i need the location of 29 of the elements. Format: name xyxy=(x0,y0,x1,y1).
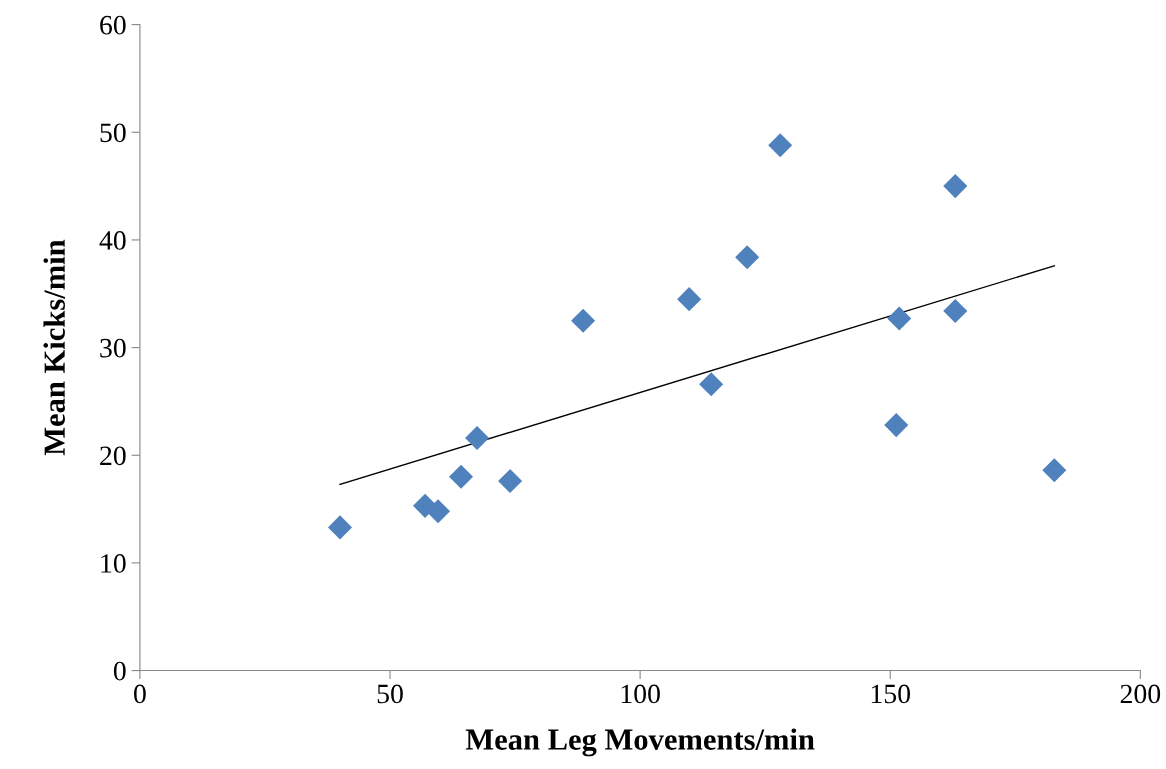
x-tick-label: 50 xyxy=(377,684,403,704)
y-tick-label: 40 xyxy=(99,231,126,250)
point xyxy=(943,298,968,324)
x-tick-label: 0 xyxy=(134,684,146,704)
point xyxy=(498,469,523,494)
point xyxy=(449,464,474,489)
point xyxy=(677,287,702,312)
point xyxy=(735,245,760,270)
point xyxy=(571,308,596,333)
point xyxy=(768,133,793,158)
y-tick-label: 50 xyxy=(100,123,126,143)
point xyxy=(887,306,912,331)
x-tick-label: 200 xyxy=(1120,684,1161,704)
y-tick-label: 10 xyxy=(101,554,126,573)
x-tick-label: 100 xyxy=(621,684,660,704)
x-axis-title: Mean Leg Movements/min xyxy=(465,728,815,757)
point xyxy=(327,515,353,540)
point xyxy=(1042,458,1067,483)
point xyxy=(943,174,968,199)
point xyxy=(884,413,909,438)
y-tick-label: 20 xyxy=(100,446,126,466)
point xyxy=(426,499,451,524)
y-tick-label: 30 xyxy=(100,338,126,358)
y-tick-label: 60 xyxy=(100,15,126,35)
point xyxy=(699,372,724,397)
y-axis-title: Mean Kicks/min xyxy=(43,239,65,456)
point xyxy=(465,425,490,451)
x-tick-label: 150 xyxy=(871,684,911,704)
y-tick-label: 0 xyxy=(113,661,126,681)
